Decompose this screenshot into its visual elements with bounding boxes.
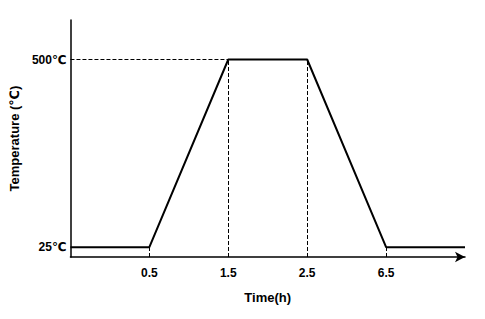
svg-text:1.5: 1.5	[220, 266, 237, 280]
svg-text:Time(h): Time(h)	[244, 290, 291, 305]
svg-text:6.5: 6.5	[378, 266, 395, 280]
svg-text:500℃: 500℃	[32, 53, 67, 67]
svg-text:Temperature (℃): Temperature (℃)	[7, 86, 22, 192]
svg-text:2.5: 2.5	[299, 266, 316, 280]
svg-text:0.5: 0.5	[141, 266, 158, 280]
svg-text:25℃: 25℃	[39, 240, 67, 254]
